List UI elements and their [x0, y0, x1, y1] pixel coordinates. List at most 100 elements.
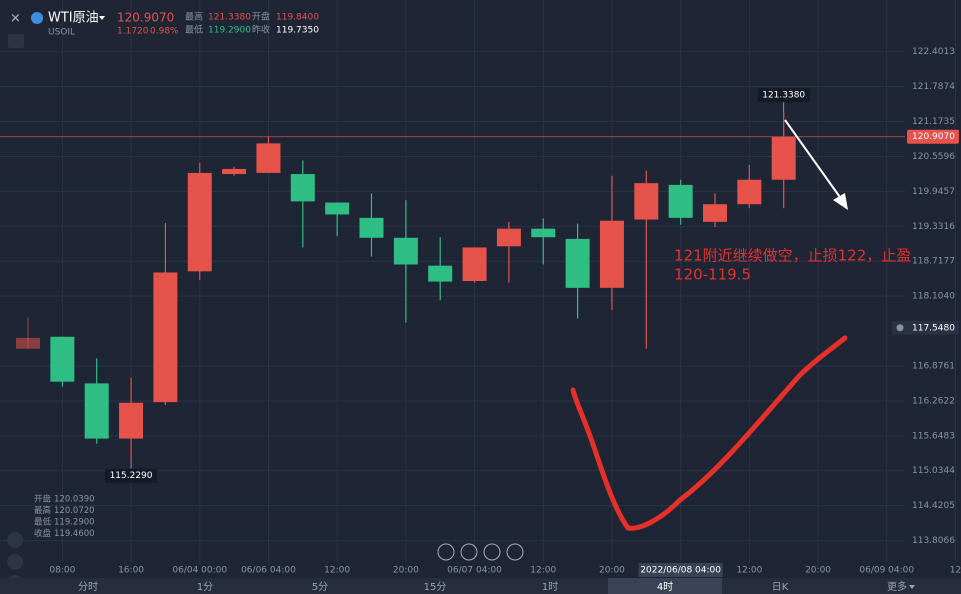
- candle-body: [153, 272, 178, 403]
- x-tick-label: 20:00: [805, 566, 831, 576]
- candle-body: [496, 228, 521, 247]
- alert-icon: [896, 324, 904, 332]
- y-tick-label: 119.3316: [912, 222, 955, 232]
- x-tick-label: 12:00: [736, 566, 762, 576]
- alert-label: 117.5480: [912, 323, 955, 333]
- tab[interactable]: 1时: [542, 581, 558, 593]
- tab[interactable]: 4时: [657, 581, 673, 593]
- stat-value: 119.2900: [208, 26, 251, 36]
- tab[interactable]: 日K: [772, 582, 789, 593]
- zoom-out[interactable]: [437, 543, 455, 561]
- change-pct: 0.98%: [150, 27, 179, 37]
- y-tick-label: 116.2622: [912, 396, 955, 406]
- info-value: 120.0720: [54, 506, 95, 516]
- y-tick-label: 121.7874: [912, 82, 955, 92]
- low-marker-box: [105, 468, 158, 483]
- dropdown-icon[interactable]: [99, 16, 105, 20]
- alert-tag: [892, 320, 959, 335]
- candle-body: [634, 183, 659, 220]
- tool-icon[interactable]: [7, 532, 23, 548]
- marks: 120.9070 117.5480 121.3380 115.2290: [0, 88, 959, 483]
- info-label: 收盘: [34, 528, 52, 539]
- tab[interactable]: 15分: [424, 581, 447, 593]
- y-tick-label: 115.6483: [912, 431, 955, 441]
- change: 1.1720: [117, 27, 149, 37]
- x-tick-label: 06/06 04:00: [241, 566, 296, 576]
- grid: 122.4013 121.7874 121.1735 120.5596 119.9457…: [0, 0, 961, 577]
- candle-body: [737, 179, 762, 205]
- candle-body: [187, 172, 212, 272]
- info-label: 开盘: [34, 494, 52, 505]
- y-tick-label: 118.1040: [912, 292, 955, 302]
- x-tick-label: 12:00: [324, 566, 350, 576]
- stat-value: 121.3380: [208, 13, 251, 23]
- stat-value: 119.8400: [276, 13, 319, 23]
- x-tick-label: 12: [950, 566, 961, 576]
- y-tick-label: 120.5596: [912, 152, 955, 162]
- candle-body: [222, 168, 247, 175]
- candle-body: [16, 337, 40, 349]
- candle-body: [325, 202, 350, 215]
- zoom-in[interactable]: [506, 543, 524, 561]
- candle-body: [668, 184, 693, 218]
- tool-icon[interactable]: [7, 554, 23, 570]
- code: USOIL: [48, 28, 75, 38]
- info-label: 最高: [34, 505, 51, 516]
- candle-body: [256, 143, 281, 173]
- zoom-controls: [437, 543, 524, 561]
- y-tick-label: 122.4013: [912, 47, 955, 57]
- y-tick-label: 116.8761: [912, 361, 955, 371]
- stat-value: 119.7350: [276, 26, 319, 36]
- prev[interactable]: [460, 543, 478, 561]
- y-tick-label: 114.4205: [912, 501, 955, 511]
- candle-body: [290, 174, 315, 202]
- candle-body: [771, 136, 796, 180]
- candle-body: [393, 237, 418, 265]
- arrow-head: [833, 193, 848, 210]
- candle-body: [119, 402, 144, 439]
- y-tick-label: 118.7177: [912, 257, 955, 267]
- x-tick-label: 20:00: [599, 566, 625, 576]
- info-value: 119.2900: [54, 518, 95, 528]
- candle-body: [428, 265, 453, 282]
- candle-body: [84, 383, 109, 439]
- info-label: 最低: [34, 517, 52, 528]
- tab[interactable]: 更多: [887, 580, 907, 593]
- y-tick-label: 119.9457: [912, 187, 955, 197]
- x-tick-label: 2022/06/08 04:00: [640, 566, 721, 576]
- high-marker-label: 121.3380: [762, 91, 805, 101]
- candle-body: [50, 336, 75, 382]
- info-value: 119.4600: [54, 529, 95, 539]
- tab-active-bg: [608, 578, 722, 594]
- symbol-icon: [31, 12, 43, 24]
- next[interactable]: [483, 543, 501, 561]
- symbol[interactable]: WTI原油: [48, 11, 99, 26]
- stat-label: 最低: [185, 24, 203, 36]
- y-tick-label: 121.1735: [912, 117, 955, 127]
- y-tick-label: 115.0344: [912, 466, 955, 476]
- candle-body: [359, 217, 384, 238]
- expand-icon[interactable]: [8, 34, 24, 48]
- candle-body: [565, 238, 590, 288]
- x-tick-label: 20:00: [393, 566, 419, 576]
- stat-label: 最高: [185, 11, 203, 23]
- low-marker-label: 115.2290: [110, 471, 153, 481]
- x-tick-label: 16:00: [118, 566, 144, 576]
- arrow-line: [784, 119, 843, 201]
- candle-body: [599, 220, 624, 288]
- x-highlight: [638, 563, 723, 577]
- tab[interactable]: 1分: [197, 581, 213, 593]
- x-tick-label: 06/09 04:00: [859, 566, 914, 576]
- tabs: 分时 1分 5分 15分 1时 4时 日K 更多: [78, 578, 915, 594]
- candle-body: [703, 204, 727, 222]
- price: 120.9070: [117, 11, 174, 25]
- x-tick-label: 08:00: [49, 566, 75, 576]
- close-icon[interactable]: ✕: [10, 12, 21, 27]
- tab[interactable]: 5分: [312, 581, 328, 593]
- stat-label: 昨收: [252, 24, 270, 36]
- last-price-label: 120.9070: [912, 132, 955, 142]
- tab[interactable]: 分时: [78, 581, 98, 593]
